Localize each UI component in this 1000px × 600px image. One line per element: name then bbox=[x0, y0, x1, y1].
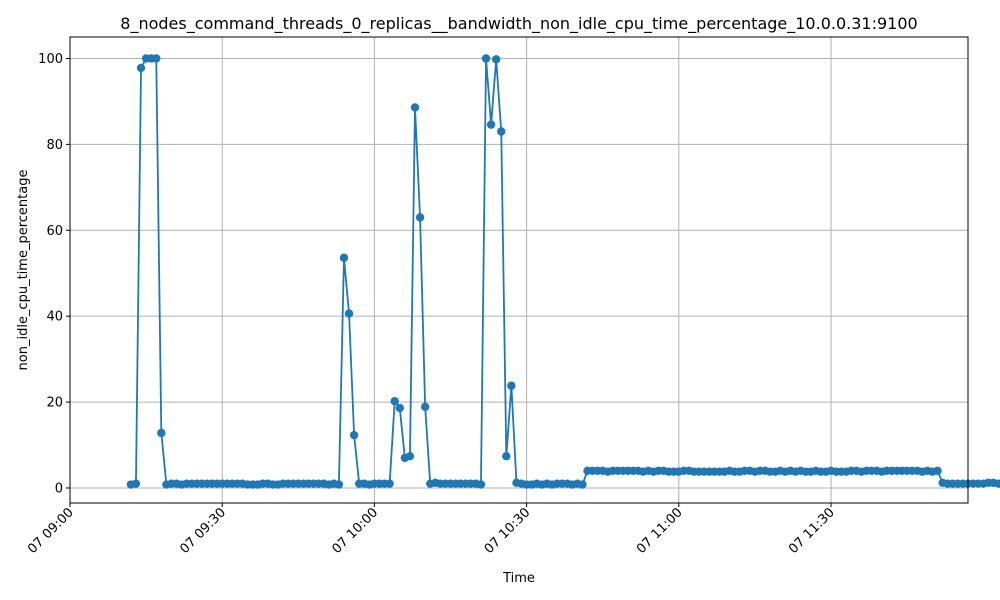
data-point bbox=[349, 430, 359, 440]
data-point bbox=[131, 479, 141, 488]
data-point bbox=[157, 428, 166, 438]
data-point bbox=[502, 451, 511, 461]
y-tick-label: 100 bbox=[38, 52, 63, 67]
data-point bbox=[507, 381, 516, 390]
data-point bbox=[578, 480, 587, 489]
data-point bbox=[486, 120, 496, 129]
y-tick-label: 20 bbox=[46, 396, 63, 411]
data-point bbox=[994, 479, 1000, 488]
data-point bbox=[152, 54, 161, 63]
data-point bbox=[491, 55, 501, 64]
y-tick-label: 80 bbox=[46, 138, 63, 153]
y-tick-label: 40 bbox=[46, 310, 63, 325]
data-point bbox=[136, 63, 146, 73]
x-axis-title: Time bbox=[502, 571, 535, 586]
plot-frame bbox=[69, 36, 969, 504]
data-point bbox=[390, 397, 399, 406]
data-series bbox=[126, 54, 1000, 489]
data-point bbox=[410, 103, 420, 112]
data-point bbox=[497, 127, 506, 136]
data-point bbox=[395, 403, 404, 413]
data-point bbox=[476, 480, 486, 489]
data-point bbox=[344, 309, 354, 318]
data-point bbox=[385, 479, 394, 488]
chart-title: 8_nodes_command_threads_0_replicas__band… bbox=[120, 14, 917, 34]
data-point bbox=[334, 480, 344, 489]
data-point bbox=[420, 402, 430, 411]
data-point bbox=[933, 466, 942, 475]
data-point bbox=[339, 253, 349, 262]
data-point bbox=[415, 213, 425, 222]
data-point bbox=[405, 451, 415, 461]
y-tick-label: 0 bbox=[55, 481, 63, 496]
y-axis-title: non_idle_cpu_time_percentage bbox=[16, 170, 31, 371]
data-point bbox=[481, 54, 491, 63]
grid-lines bbox=[69, 37, 968, 503]
y-tick-label: 60 bbox=[46, 224, 63, 239]
